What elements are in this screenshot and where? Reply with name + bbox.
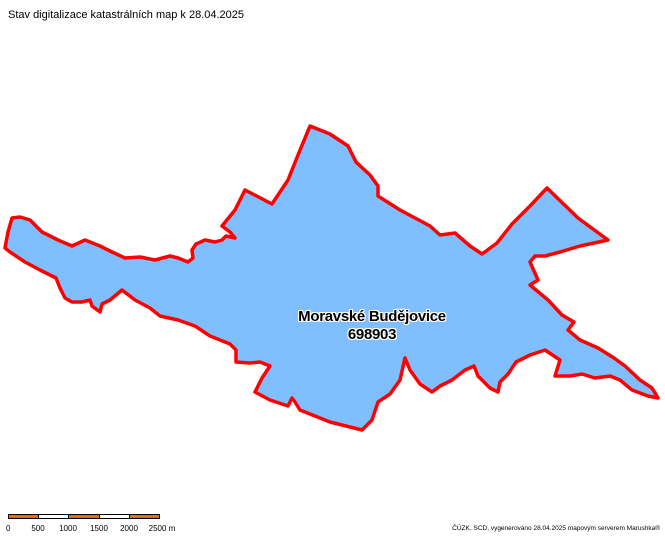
area-code: 698903: [347, 326, 397, 343]
attribution: ČÚZK, SCD, vygenerováno 28.04.2025 mapov…: [452, 525, 660, 532]
scale-segment: [9, 515, 40, 518]
cadastral-area-polygon[interactable]: [3, 124, 660, 432]
scale-tick-label: 500: [31, 524, 45, 533]
scale-tick-label: 2000: [120, 524, 138, 533]
map-title: Stav digitalizace katastrálních map k 28…: [8, 9, 245, 21]
scale-segment: [69, 515, 100, 518]
scale-tick-label: 0: [6, 524, 11, 533]
scale-segment: [99, 515, 130, 518]
area-label: Moravské Budějovice 698903: [298, 308, 446, 344]
scale-labels: 0 500 1000 1500 2000 2500 m: [0, 524, 200, 536]
scale-tick-label: 1000: [59, 524, 77, 533]
scale-tick-label: 2500 m: [148, 524, 176, 533]
scale-segment: [39, 515, 70, 518]
scale-segment: [129, 515, 160, 518]
scale-tick-label: 1500: [90, 524, 108, 533]
scale-bar: [8, 514, 160, 519]
area-name: Moravské Budějovice: [298, 308, 446, 325]
